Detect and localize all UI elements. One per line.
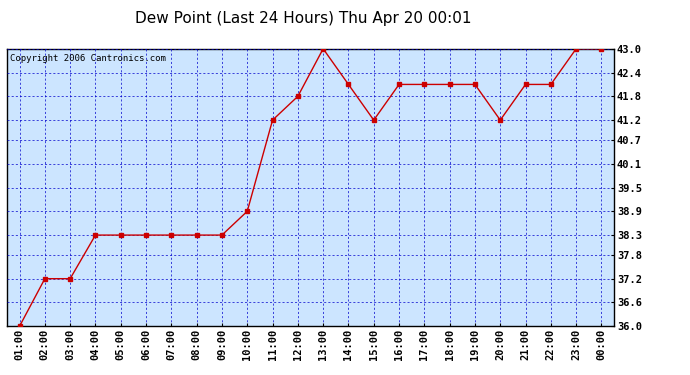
Text: Dew Point (Last 24 Hours) Thu Apr 20 00:01: Dew Point (Last 24 Hours) Thu Apr 20 00:… [135, 11, 472, 26]
Text: Copyright 2006 Cantronics.com: Copyright 2006 Cantronics.com [10, 54, 166, 63]
